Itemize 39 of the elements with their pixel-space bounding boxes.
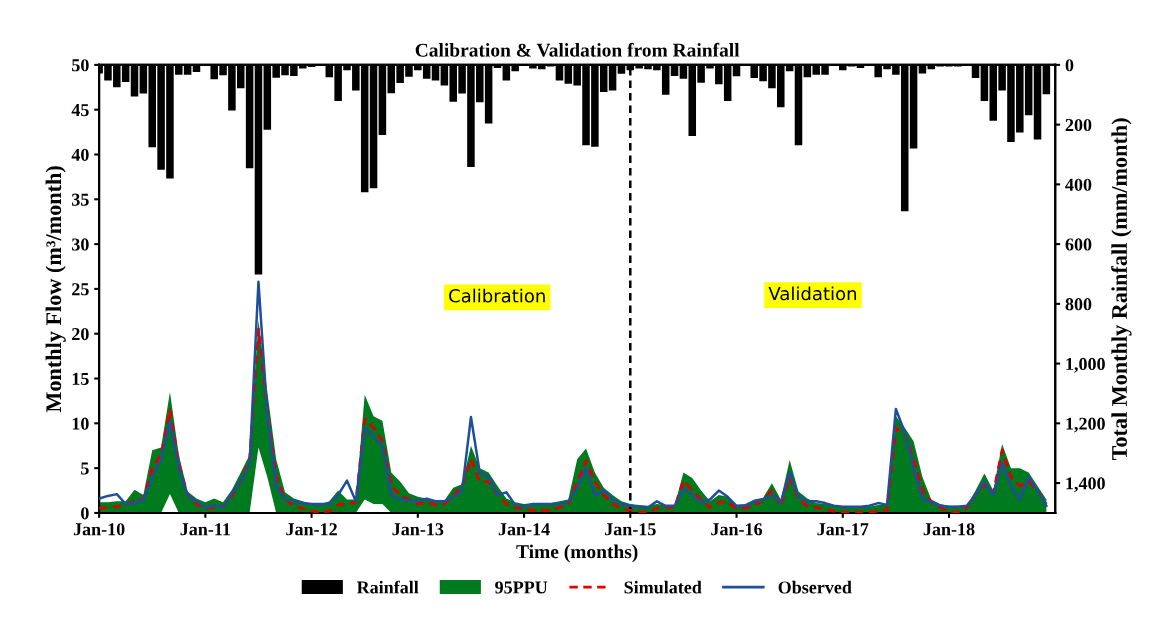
y-tick-label: 0 bbox=[81, 507, 89, 520]
line-series bbox=[99, 280, 1048, 509]
x-tick-label: Jan-10 bbox=[73, 523, 125, 536]
y2-tick-label: 1,400 bbox=[1066, 477, 1105, 493]
y2-tick-label: 1,000 bbox=[1066, 357, 1105, 373]
x-tick-label: Jan-17 bbox=[817, 523, 869, 536]
y-tick-label: 10 bbox=[72, 417, 89, 430]
x-tick-label: Jan-12 bbox=[286, 523, 337, 536]
y-tick-label: 15 bbox=[72, 372, 89, 385]
y-tick-label: 30 bbox=[72, 238, 89, 251]
y2-axis-title: Total Monthly Rainfall (mm/month) bbox=[1111, 118, 1132, 461]
y-tick-label: 35 bbox=[72, 193, 89, 206]
y2-tick-label: 0 bbox=[1065, 59, 1074, 72]
y2-tick-label: 800 bbox=[1065, 298, 1092, 311]
y-tick-label: 5 bbox=[81, 462, 89, 475]
x-tick-label: Jan-13 bbox=[392, 523, 444, 536]
x-axis-title: Time (months) bbox=[516, 544, 638, 563]
y-tick-label: 40 bbox=[71, 148, 89, 161]
y-tick-label: 20 bbox=[72, 327, 89, 341]
annotation: Calibration bbox=[449, 288, 545, 303]
x-tick-label: Jan-18 bbox=[923, 523, 975, 536]
annotation: Validation bbox=[768, 286, 857, 301]
y-tick-label: 25 bbox=[72, 283, 89, 296]
legend-label: Simulated bbox=[624, 580, 702, 594]
y2-tick-label: 400 bbox=[1065, 178, 1092, 191]
x-tick-label: Jan-16 bbox=[711, 523, 763, 536]
y2-tick-label: 1,200 bbox=[1066, 417, 1105, 433]
x-tick-label: Jan-15 bbox=[605, 523, 656, 536]
legend-label: 95PPU bbox=[495, 581, 548, 594]
y2-tick-label: 200 bbox=[1065, 118, 1092, 132]
legend-label: Observed bbox=[778, 580, 852, 594]
x-tick-label: Jan-11 bbox=[180, 523, 230, 536]
y-tick-label: 50 bbox=[72, 59, 89, 72]
chart-title: Calibration & Validation from Rainfall bbox=[415, 42, 740, 57]
y-tick-label: 45 bbox=[71, 104, 89, 117]
y2-tick-label: 600 bbox=[1065, 238, 1092, 251]
x-tick-label: Jan-14 bbox=[498, 523, 550, 536]
legend-label: Rainfall bbox=[356, 580, 419, 594]
y-axis-title: Monthly Flow (m³/month) bbox=[45, 166, 66, 413]
